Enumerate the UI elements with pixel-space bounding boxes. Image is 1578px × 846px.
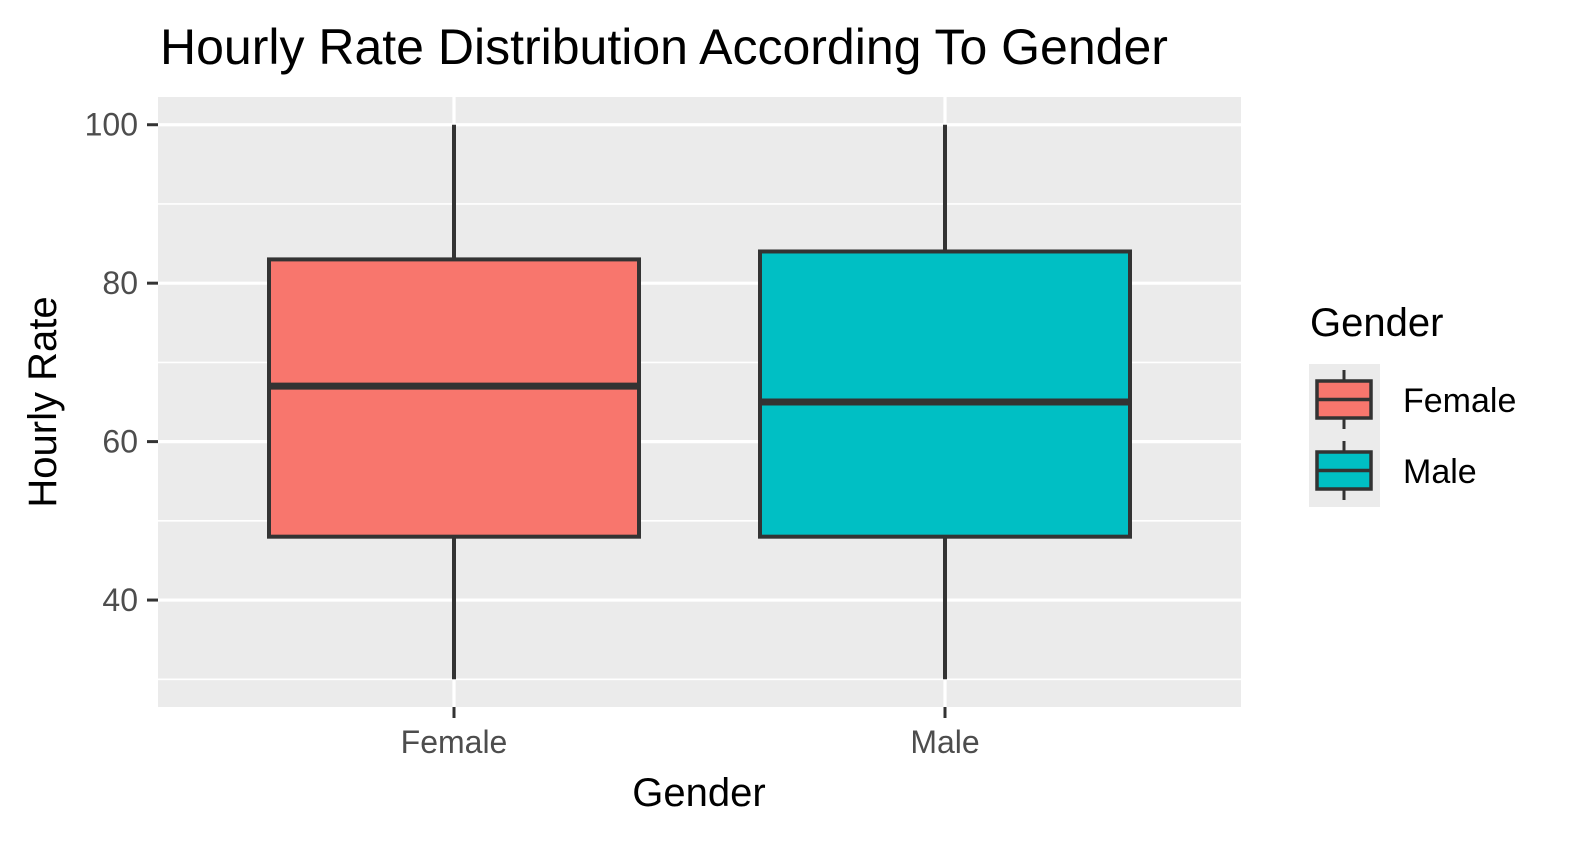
box-female xyxy=(267,124,641,680)
x-tick-label: Female xyxy=(401,724,508,760)
y-axis-title: Hourly Rate xyxy=(21,296,65,507)
box-iqr xyxy=(758,249,1132,539)
y-tick-label: 80 xyxy=(102,265,138,301)
boxes xyxy=(267,124,1132,680)
x-tick-label: Male xyxy=(910,724,979,760)
box-male xyxy=(758,124,1132,680)
chart-title: Hourly Rate Distribution According To Ge… xyxy=(160,19,1168,75)
legend-title: Gender xyxy=(1310,301,1443,345)
y-tick-label: 40 xyxy=(102,582,138,618)
legend-label: Male xyxy=(1403,453,1477,491)
x-axis-title: Gender xyxy=(632,771,765,815)
y-tick-label: 60 xyxy=(102,424,138,460)
legend-label: Female xyxy=(1403,382,1516,420)
y-tick-label: 100 xyxy=(85,107,138,143)
legend-item-male: Male xyxy=(1315,441,1477,500)
box-iqr xyxy=(267,257,641,539)
axes: 40 60 80 100 Female Male xyxy=(85,107,980,760)
legend: Gender Female Male xyxy=(1309,301,1516,507)
legend-item-female: Female xyxy=(1315,370,1516,429)
